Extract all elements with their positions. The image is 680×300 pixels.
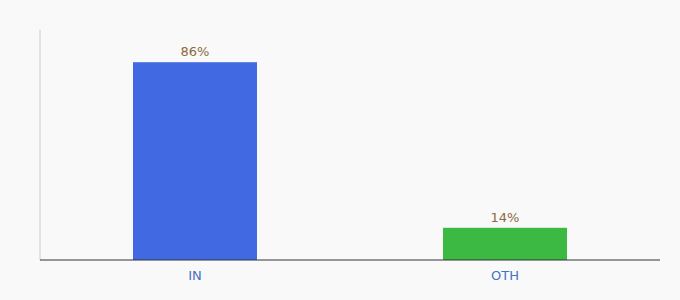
- bar: [133, 62, 257, 260]
- chart-container: 86% 14% IN OTH: [0, 0, 680, 300]
- data-label: 14%: [491, 210, 520, 225]
- x-tick-label: IN: [188, 268, 202, 283]
- bars: [133, 62, 567, 260]
- bar: [443, 228, 567, 260]
- y-axis-line: [40, 30, 41, 260]
- data-label: 86%: [181, 44, 210, 59]
- x-tick-label: OTH: [491, 268, 519, 283]
- chart: 86% 14% IN OTH: [0, 0, 680, 300]
- x-axis-line: [40, 260, 660, 261]
